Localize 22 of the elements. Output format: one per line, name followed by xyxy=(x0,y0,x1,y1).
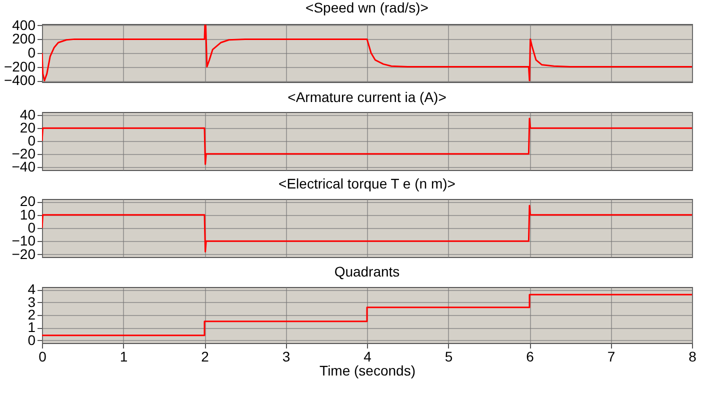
y-tick-label: 400 xyxy=(12,16,36,33)
y-tick-label: 200 xyxy=(12,30,36,47)
line-series xyxy=(42,118,692,165)
chart-title: <Armature current ia (A)> xyxy=(288,89,446,106)
y-tick-label: −200 xyxy=(4,58,36,74)
y-tick-label: 0 xyxy=(28,44,36,60)
x-tick-label: 5 xyxy=(444,348,453,364)
x-tick-label: 7 xyxy=(607,348,616,364)
chart-title: Quadrants xyxy=(334,264,400,280)
x-axis-title: Time (seconds) xyxy=(320,362,416,378)
y-tick-label: 0 xyxy=(28,220,36,236)
chart-title: <Electrical torque T e (n m)> xyxy=(278,176,456,192)
line-series xyxy=(42,204,692,252)
x-tick-label: 8 xyxy=(688,348,697,364)
x-tick-label: 6 xyxy=(526,348,534,364)
x-tick-label: 4 xyxy=(364,348,372,364)
x-tick-label: 3 xyxy=(282,348,290,364)
x-tick-label: 0 xyxy=(38,348,47,364)
x-tick-label: 2 xyxy=(201,348,210,364)
x-tick-label: 1 xyxy=(120,348,128,364)
chart-title: <Speed wn (rad/s)> xyxy=(306,0,428,16)
y-tick-label: −400 xyxy=(4,72,36,88)
